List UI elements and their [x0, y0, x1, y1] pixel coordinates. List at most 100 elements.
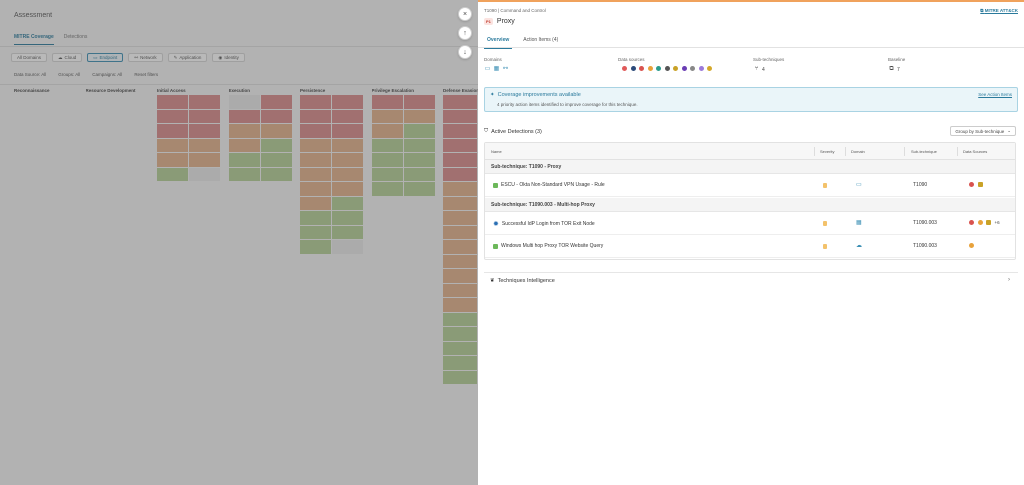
technique-cell[interactable]	[443, 341, 477, 355]
campaigns-filter[interactable]: Campaigns: All	[92, 72, 123, 77]
technique-cell[interactable]	[261, 167, 292, 181]
technique-cell[interactable]	[157, 124, 188, 138]
technique-cell[interactable]	[443, 254, 477, 268]
technique-cell[interactable]	[300, 225, 331, 239]
more-sources-count[interactable]: +6	[994, 220, 1000, 225]
header-data-sources[interactable]: Data Sources	[963, 149, 988, 154]
tab-action-items[interactable]: Action Items (4)	[523, 37, 559, 43]
next-technique-button[interactable]: ↓	[458, 45, 472, 59]
technique-cell[interactable]	[332, 240, 363, 254]
technique-cell[interactable]	[443, 283, 477, 297]
group-by-select[interactable]: Group by Sub-technique ⌄	[950, 126, 1016, 136]
technique-cell[interactable]	[404, 124, 435, 138]
technique-cell[interactable]	[332, 138, 363, 152]
technique-cell[interactable]	[261, 138, 292, 152]
technique-cell[interactable]	[332, 225, 363, 239]
technique-cell[interactable]	[300, 196, 331, 210]
technique-cell[interactable]	[300, 124, 331, 138]
technique-cell[interactable]	[443, 109, 477, 123]
technique-cell[interactable]	[404, 138, 435, 152]
technique-cell[interactable]	[372, 153, 403, 167]
previous-technique-button[interactable]: ↑	[458, 26, 472, 40]
technique-cell[interactable]	[189, 138, 220, 152]
table-row[interactable]: ✹ Successful IdP Login from TOR Exit Nod…	[485, 212, 1015, 235]
technique-cell[interactable]	[443, 167, 477, 181]
technique-cell[interactable]	[300, 95, 331, 109]
technique-cell[interactable]	[261, 109, 292, 123]
technique-cell[interactable]	[372, 124, 403, 138]
technique-cell[interactable]	[443, 182, 477, 196]
technique-cell[interactable]	[157, 109, 188, 123]
technique-cell[interactable]	[300, 240, 331, 254]
technique-cell[interactable]	[157, 95, 188, 109]
filter-identity[interactable]: ◉ Identity	[212, 53, 245, 62]
technique-cell[interactable]	[443, 269, 477, 283]
technique-cell[interactable]	[261, 95, 292, 109]
technique-cell[interactable]	[157, 167, 188, 181]
technique-cell[interactable]	[443, 138, 477, 152]
technique-cell[interactable]	[443, 196, 477, 210]
technique-cell[interactable]	[229, 124, 260, 138]
technique-cell[interactable]	[332, 153, 363, 167]
technique-cell[interactable]	[300, 211, 331, 225]
technique-cell[interactable]	[372, 182, 403, 196]
technique-cell[interactable]	[332, 109, 363, 123]
technique-cell[interactable]	[300, 109, 331, 123]
technique-cell[interactable]	[229, 109, 260, 123]
header-severity[interactable]: Severity	[820, 149, 835, 154]
technique-cell[interactable]	[443, 95, 477, 109]
technique-cell[interactable]	[443, 153, 477, 167]
technique-cell[interactable]	[404, 109, 435, 123]
technique-cell[interactable]	[372, 167, 403, 181]
technique-cell[interactable]	[189, 167, 220, 181]
technique-cell[interactable]	[372, 138, 403, 152]
header-sub-technique[interactable]: Sub-technique	[911, 149, 937, 154]
technique-cell[interactable]	[443, 370, 477, 384]
technique-cell[interactable]	[300, 153, 331, 167]
technique-cell[interactable]	[189, 95, 220, 109]
close-drawer-button[interactable]: ×	[458, 7, 472, 21]
filter-cloud[interactable]: ☁ Cloud	[52, 53, 83, 62]
technique-cell[interactable]	[157, 138, 188, 152]
technique-cell[interactable]	[332, 211, 363, 225]
technique-cell[interactable]	[443, 356, 477, 370]
header-name[interactable]: Name	[491, 149, 502, 154]
tab-mitre-coverage[interactable]: MITRE Coverage	[14, 34, 54, 45]
technique-cell[interactable]	[229, 138, 260, 152]
technique-cell[interactable]	[443, 124, 477, 138]
tab-detections[interactable]: Detections	[63, 34, 88, 40]
filter-application[interactable]: ✎ Application	[167, 53, 208, 62]
technique-cell[interactable]	[300, 167, 331, 181]
technique-cell[interactable]	[189, 109, 220, 123]
technique-cell[interactable]	[157, 153, 188, 167]
tab-overview[interactable]: Overview	[484, 35, 513, 49]
technique-cell[interactable]	[261, 153, 292, 167]
table-row[interactable]: Windows Multi hop Proxy TOR Website Quer…	[485, 235, 1015, 258]
technique-cell[interactable]	[443, 298, 477, 312]
technique-cell[interactable]	[443, 225, 477, 239]
technique-cell[interactable]	[300, 138, 331, 152]
technique-cell[interactable]	[261, 124, 292, 138]
header-domain[interactable]: Domain	[851, 149, 865, 154]
reset-filters-link[interactable]: Reset filters	[134, 72, 159, 77]
see-action-items-link[interactable]: See Action Items	[978, 92, 1012, 97]
technique-cell[interactable]	[332, 124, 363, 138]
mitre-attack-link[interactable]: ⧉ MITRE ATT&CK	[980, 8, 1018, 13]
technique-cell[interactable]	[332, 196, 363, 210]
technique-cell[interactable]	[443, 240, 477, 254]
technique-cell[interactable]	[332, 167, 363, 181]
table-row[interactable]: ESCU - Okta Non-Standard VPN Usage - Rul…	[485, 174, 1015, 197]
technique-cell[interactable]	[332, 95, 363, 109]
technique-cell[interactable]	[229, 167, 260, 181]
technique-cell[interactable]	[404, 153, 435, 167]
technique-cell[interactable]	[404, 182, 435, 196]
filter-all-domains[interactable]: All Domains	[11, 53, 48, 62]
technique-cell[interactable]	[189, 124, 220, 138]
technique-cell[interactable]	[443, 327, 477, 341]
technique-cell[interactable]	[229, 95, 260, 109]
technique-cell[interactable]	[443, 211, 477, 225]
technique-cell[interactable]	[443, 312, 477, 326]
technique-cell[interactable]	[332, 182, 363, 196]
technique-cell[interactable]	[300, 182, 331, 196]
techniques-intelligence-section[interactable]: ❦ Techniques Intelligence ›	[484, 272, 1018, 288]
